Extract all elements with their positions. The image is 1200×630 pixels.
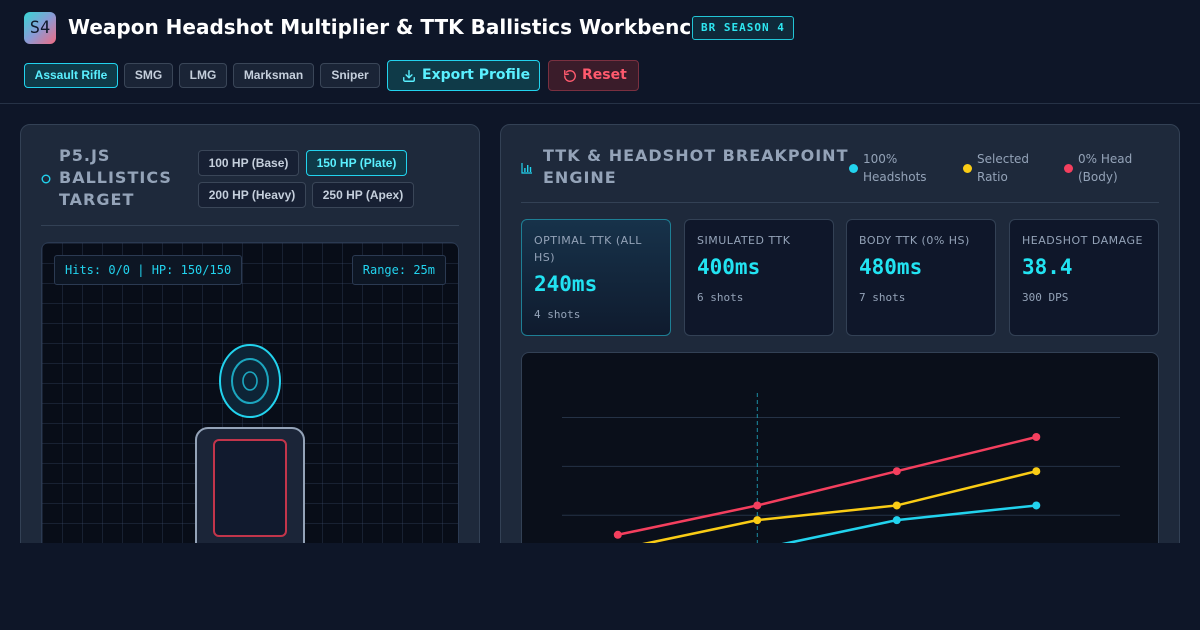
- ballistics-target-panel: P5.JS BALLISTICS TARGET 100 HP (Base) 15…: [20, 124, 480, 564]
- hp-option-250[interactable]: 250 HP (Apex): [312, 182, 414, 208]
- ballistics-target-title: P5.JS BALLISTICS TARGET: [59, 146, 172, 209]
- stat-sub: 300 DPS: [1022, 291, 1069, 304]
- stat-card-simulated-ttk: SIMULATED TTK 400ms 6 shots: [684, 219, 834, 336]
- reset-icon: [564, 70, 576, 82]
- ttk-engine-panel: TTK & HEADSHOT BREAKPOINT ENGINE 100% He…: [500, 124, 1180, 564]
- ttk-breakpoint-chart[interactable]: [521, 352, 1159, 563]
- legend-full-headshots: 100% Headshots: [849, 150, 927, 186]
- stat-card-headshot-damage: HEADSHOT DAMAGE 38.4 300 DPS: [1009, 219, 1159, 336]
- panel-divider: [41, 225, 459, 226]
- stat-label: SIMULATED TTK: [697, 234, 791, 247]
- weapon-class-lmg[interactable]: LMG: [179, 63, 227, 88]
- panel-divider: [521, 202, 1159, 203]
- download-icon: [403, 70, 415, 82]
- chart-point[interactable]: [892, 516, 901, 525]
- legend-body-only: 0% Head (Body): [1064, 150, 1132, 186]
- chart-point[interactable]: [753, 516, 762, 525]
- stat-label: BODY TTK (0% HS): [859, 234, 970, 247]
- hp-option-100[interactable]: 100 HP (Base): [198, 150, 299, 176]
- reset-label: Reset: [582, 67, 627, 83]
- chart-series-line-0: [617, 435, 1037, 537]
- stat-sub: 6 shots: [697, 291, 744, 304]
- ballistics-canvas[interactable]: Hits: 0/0 | HP: 150/150 Range: 25m: [41, 242, 459, 564]
- stat-label: OPTIMAL TTK (ALL HS): [534, 234, 642, 264]
- stat-value: 38.4: [1022, 255, 1073, 279]
- weapon-class-assault-rifle[interactable]: Assault Rifle: [24, 63, 118, 88]
- stat-value: 400ms: [697, 255, 761, 279]
- stat-sub: 4 shots: [534, 308, 581, 321]
- app-header: S4 Weapon Headshot Multiplier & TTK Ball…: [0, 0, 1200, 104]
- ttk-chart-svg: [562, 393, 1120, 563]
- chart-series-line-1: [617, 470, 1037, 551]
- chart-point[interactable]: [892, 467, 901, 476]
- stat-card-body-ttk: BODY TTK (0% HS) 480ms 7 shots: [846, 219, 996, 336]
- stat-label: HEADSHOT DAMAGE: [1022, 234, 1143, 247]
- legend-dot: [849, 164, 858, 173]
- hp-option-200[interactable]: 200 HP (Heavy): [198, 182, 306, 208]
- chart-point[interactable]: [892, 501, 901, 510]
- legend-dot: [1064, 164, 1073, 173]
- chart-point[interactable]: [1032, 433, 1041, 441]
- reset-button[interactable]: Reset: [548, 60, 639, 91]
- hits-readout: Hits: 0/0 | HP: 150/150: [54, 255, 243, 285]
- stat-sub: 7 shots: [859, 291, 906, 304]
- ttk-engine-title: TTK & HEADSHOT BREAKPOINT ENGINE: [543, 146, 849, 187]
- export-profile-label: Export Profile: [422, 67, 531, 83]
- torso-hitbox[interactable]: [195, 427, 305, 564]
- bar-chart-icon: [521, 163, 532, 174]
- page-footer-area: [0, 543, 1200, 630]
- hp-option-150[interactable]: 150 HP (Plate): [306, 150, 407, 176]
- legend-selected-ratio: Selected Ratio: [963, 150, 1029, 186]
- page-title: Weapon Headshot Multiplier & TTK Ballist…: [68, 15, 706, 39]
- chart-point[interactable]: [1032, 467, 1041, 476]
- head-hitbox[interactable]: [219, 344, 281, 418]
- weapon-class-smg[interactable]: SMG: [124, 63, 173, 88]
- season-logo: S4: [24, 12, 56, 44]
- stat-value: 240ms: [534, 272, 598, 296]
- weapon-class-sniper[interactable]: Sniper: [320, 63, 380, 88]
- legend-dot: [963, 164, 972, 173]
- season-badge: BR SEASON 4: [692, 16, 794, 40]
- target-icon: [41, 174, 51, 184]
- stat-value: 480ms: [859, 255, 923, 279]
- weapon-class-marksman[interactable]: Marksman: [233, 63, 314, 88]
- chart-point[interactable]: [1032, 501, 1041, 510]
- stat-card-optimal-ttk: OPTIMAL TTK (ALL HS) 240ms 4 shots: [521, 219, 671, 336]
- export-profile-button[interactable]: Export Profile: [387, 60, 540, 91]
- chart-point[interactable]: [613, 530, 622, 539]
- chart-point[interactable]: [753, 501, 762, 510]
- target-dummy[interactable]: [42, 243, 459, 564]
- range-readout: Range: 25m: [351, 255, 446, 285]
